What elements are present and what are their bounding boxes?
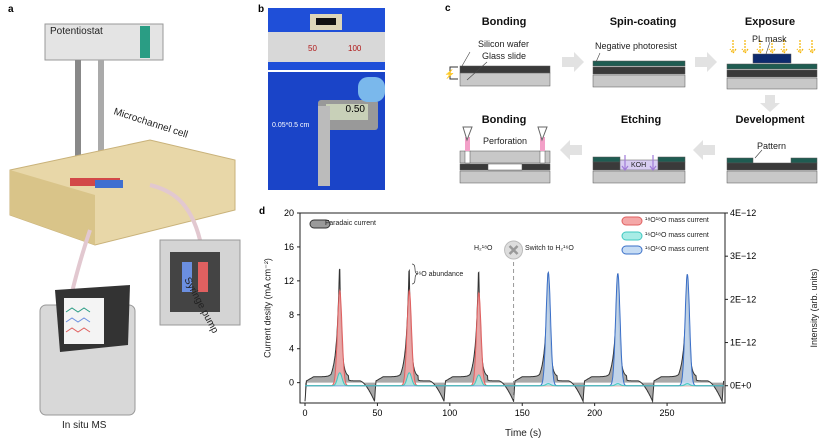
panel-b-label: b xyxy=(258,4,265,15)
y2-tick-label: 2E−12 xyxy=(730,294,756,304)
faradaic-current-fill xyxy=(305,269,724,402)
legend-swatch xyxy=(621,216,643,226)
legend-faradaic: Faradaic current xyxy=(325,220,376,227)
step-bonding-final: Bonding xyxy=(481,114,527,126)
valve-handle-icon xyxy=(508,245,519,255)
pl-mask-label: PL mask xyxy=(752,34,787,44)
step-etching: Etching xyxy=(620,114,662,126)
x-tick-label: 50 xyxy=(372,408,382,418)
ruler-100: 100 xyxy=(348,44,362,53)
silicon-wafer-label: Silicon wafer xyxy=(478,39,530,49)
legend-o16o18: ¹⁶O¹⁸O mass current xyxy=(645,232,709,239)
y-tick-label: 16 xyxy=(284,242,294,252)
koh-label: KOH xyxy=(631,162,647,169)
x-axis-label: Time (s) xyxy=(505,428,542,439)
o16o18-mass-current-fill xyxy=(305,372,724,386)
sample-size-label: 0.05*0.5 cm xyxy=(272,122,310,129)
y-tick-label: 20 xyxy=(284,208,294,218)
step-exposure: Exposure xyxy=(744,16,796,28)
y-tick-label: 4 xyxy=(289,344,294,354)
o16o16-mass-current-fill xyxy=(305,272,724,386)
switch-annotation: Switch to H₂¹⁶O xyxy=(525,245,574,252)
potentiostat-label: Potentiostat xyxy=(50,26,103,37)
y-tick-label: 8 xyxy=(289,310,294,320)
step-spin-coating: Spin-coating xyxy=(609,16,677,28)
abundance-annotation: ¹⁶O abundance xyxy=(416,271,464,278)
step-development: Development xyxy=(735,114,805,126)
caliper-photo: 0.50 0.05*0.5 cm xyxy=(268,72,385,190)
y2-tick-label: 3E−12 xyxy=(730,251,756,261)
glass-slide-label: Glass slide xyxy=(482,51,527,61)
panel-a-label: a xyxy=(8,4,14,15)
y-tick-label: 0 xyxy=(289,378,294,388)
x-tick-label: 0 xyxy=(302,408,307,418)
y2-tick-label: 0E+0 xyxy=(730,381,751,391)
caliper-readout: 0.50 xyxy=(326,104,368,120)
abundance-bracket xyxy=(411,263,419,285)
o16o18-mass-current-line xyxy=(305,372,724,387)
y2-tick-label: 4E−12 xyxy=(730,208,756,218)
x-tick-label: 150 xyxy=(515,408,530,418)
legend-o16o16: ¹⁶O¹⁶O mass current xyxy=(645,246,709,253)
in-situ-ms-label: In situ MS xyxy=(62,420,107,431)
step-bonding: Bonding xyxy=(481,16,527,28)
y2-tick-label: 1E−12 xyxy=(730,338,756,348)
plot-frame xyxy=(299,212,726,404)
x-tick-label: 250 xyxy=(660,408,675,418)
x-tick-label: 100 xyxy=(442,408,457,418)
y2-axis-label: Intensity (arb. units) xyxy=(809,268,819,348)
y-tick-label: 12 xyxy=(284,276,294,286)
legend-swatch xyxy=(309,219,331,229)
perforation-label: Perforation xyxy=(483,136,528,146)
pattern-label: Pattern xyxy=(757,141,787,151)
svg-text:⚡: ⚡ xyxy=(444,68,455,80)
h2o18-annotation: H₂¹⁸O xyxy=(474,245,493,252)
o16o16-mass-current-line xyxy=(305,270,724,387)
x-tick-label: 200 xyxy=(587,408,602,418)
o18o18-mass-current-line xyxy=(305,288,724,387)
panel-c-label: c xyxy=(445,3,451,14)
photoresist-label: Negative photoresist xyxy=(595,41,678,51)
faradaic-current-line xyxy=(304,268,725,404)
ruler-50: 50 xyxy=(308,44,317,53)
legend-o18o18: ¹⁸O¹⁸O mass current xyxy=(645,217,709,224)
ruler-photo: 50 100 xyxy=(268,8,385,70)
y-axis-label: Current desity (mA cm⁻²) xyxy=(262,258,273,358)
legend-swatch xyxy=(621,245,643,255)
panel-d-label: d xyxy=(259,206,266,217)
o18o18-mass-current-fill xyxy=(305,290,724,386)
legend-swatch xyxy=(621,231,643,241)
